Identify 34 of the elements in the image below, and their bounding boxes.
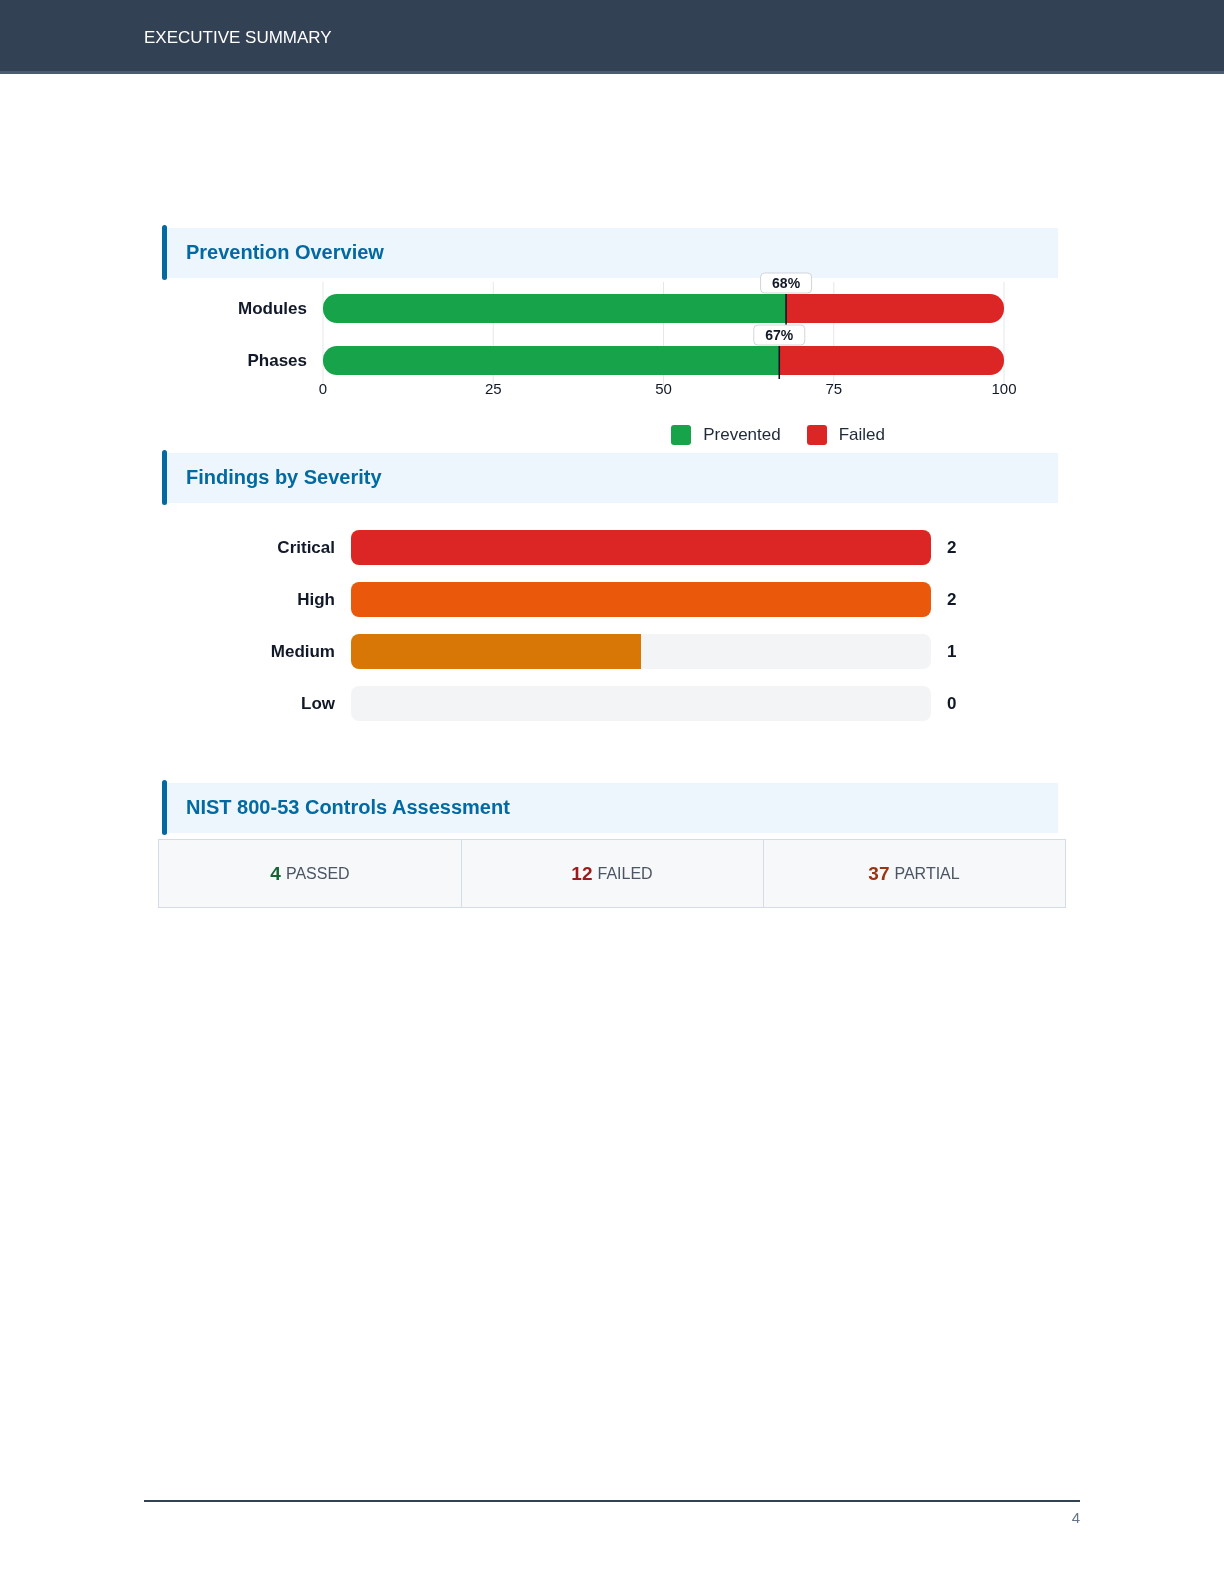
x-tick-label: 25	[484, 379, 502, 397]
bar	[323, 294, 787, 323]
y-tick-label: Low	[301, 694, 336, 714]
y-tick-label: Critical	[277, 538, 335, 558]
text: NIST 800-53 Controls Assessment	[186, 795, 510, 819]
text: EXECUTIVE SUMMARY	[144, 27, 332, 49]
bar	[779, 346, 1004, 375]
data-label: 4	[270, 862, 281, 885]
category-label: PARTIAL	[894, 864, 960, 883]
x-tick-label: 75	[825, 379, 843, 397]
data-label: 37	[868, 862, 890, 885]
y-tick-label: High	[297, 590, 335, 610]
legend-label: Failed	[838, 425, 885, 445]
y-tick-label: Phases	[247, 351, 307, 371]
data-label: 2	[947, 537, 957, 557]
data-label: 0	[947, 693, 957, 713]
legend-label: Prevented	[703, 425, 781, 445]
data-label: 67%	[765, 327, 794, 343]
category-label: PASSED	[285, 864, 350, 883]
chart-title: Prevention Overview	[186, 240, 384, 264]
x-tick-label: 50	[655, 379, 672, 397]
x-tick-label: 0	[318, 379, 328, 397]
bar	[323, 346, 780, 375]
text: 4	[1071, 1508, 1080, 1528]
y-tick-label: Modules	[238, 299, 307, 319]
data-label: 2	[947, 589, 957, 609]
data-label: 12	[571, 862, 593, 885]
chart-title: Findings by Severity	[186, 465, 382, 489]
y-tick-label: Medium	[270, 642, 335, 662]
data-label: 68%	[772, 275, 801, 291]
category-label: FAILED	[597, 864, 653, 883]
data-label: 1	[947, 641, 957, 661]
bar	[786, 294, 1004, 323]
x-tick-label: 100	[991, 379, 1017, 397]
